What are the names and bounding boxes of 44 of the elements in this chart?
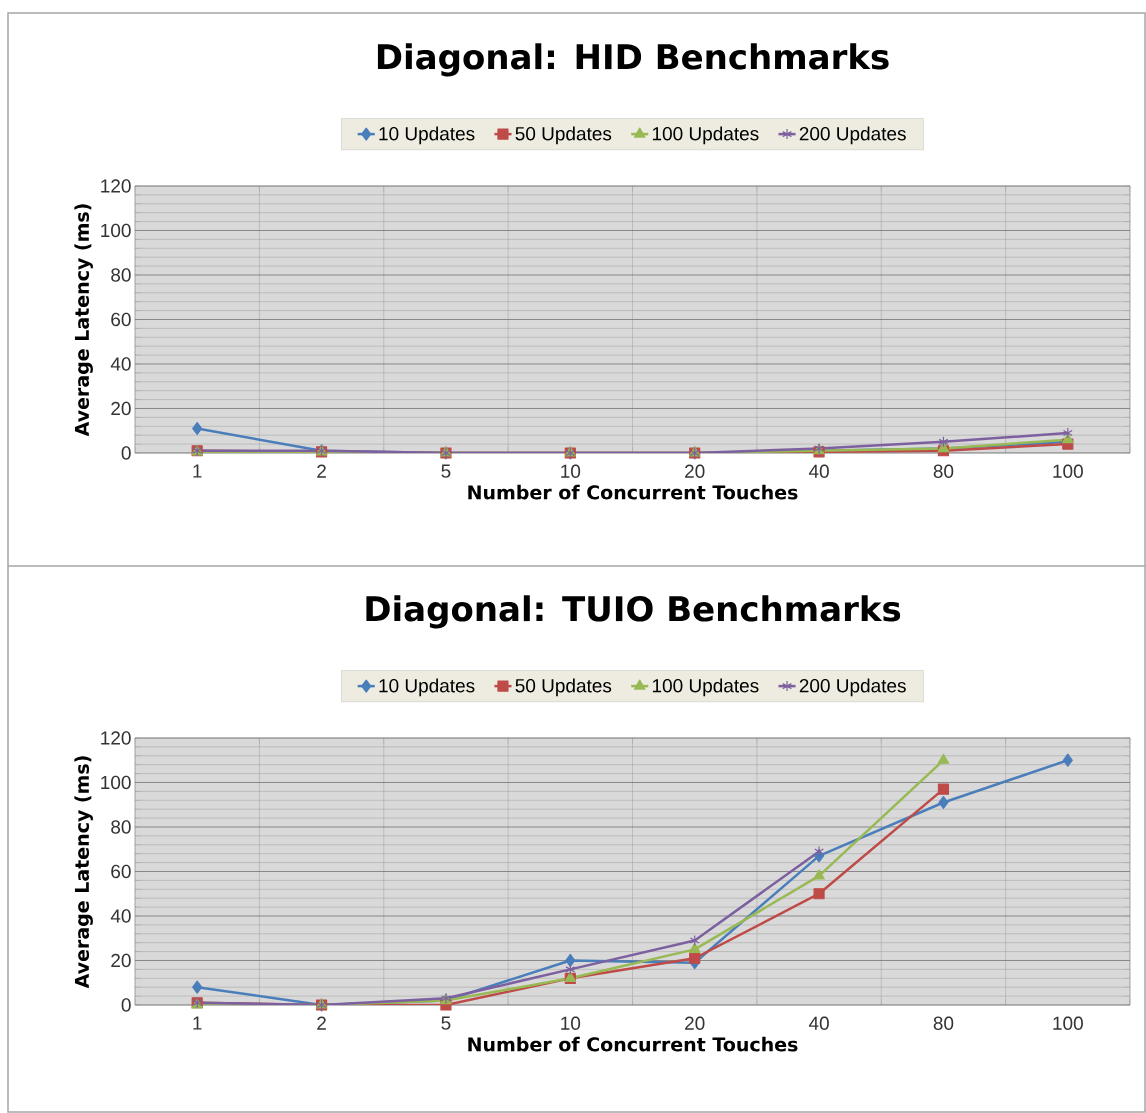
y-tick-label: 20 xyxy=(111,953,131,968)
y-tick-label: 40 xyxy=(110,357,131,371)
chart-title: Diagonal: TUIO Benchmarks xyxy=(366,595,901,629)
chart-title: Diagonal: HID Benchmarks xyxy=(377,43,889,77)
x-tick-label: 2 xyxy=(317,464,326,478)
legend-label: 50 Updates xyxy=(515,678,612,697)
y-tick-label: 0 xyxy=(121,446,131,460)
x-tick-label: 1 xyxy=(193,1016,202,1030)
y-tick-label: 80 xyxy=(111,268,131,282)
legend-label: 50 Updates xyxy=(515,126,612,145)
legend-label: 200 Updates xyxy=(799,678,906,697)
x-tick-label: 10 xyxy=(561,464,581,478)
y-tick-label: 60 xyxy=(111,312,131,327)
x-tick-label: 1 xyxy=(193,464,202,478)
x-tick-label: 100 xyxy=(1053,464,1083,478)
x-tick-label: 10 xyxy=(561,1016,581,1030)
legend-label: 10 Updates xyxy=(379,678,475,697)
x-tick-label: 20 xyxy=(685,1016,705,1030)
legend-label: 100 Updates xyxy=(652,678,759,697)
x-axis-title: Number of Concurrent Touches xyxy=(468,484,798,500)
legend-label: 10 Updates xyxy=(379,126,475,145)
x-tick-label: 40 xyxy=(808,1016,829,1030)
legend-label: 200 Updates xyxy=(799,126,906,145)
x-tick-label: 80 xyxy=(933,1016,954,1030)
y-tick-label: 60 xyxy=(111,864,131,879)
x-tick-label: 80 xyxy=(933,464,954,478)
y-tick-label: 120 xyxy=(101,179,131,193)
y-tick-label: 20 xyxy=(111,401,131,416)
y-tick-label: 100 xyxy=(101,223,131,238)
y-tick-label: 0 xyxy=(121,998,131,1012)
y-axis-title: Average Latency (ms) xyxy=(74,756,93,989)
x-tick-label: 20 xyxy=(685,464,705,478)
x-tick-label: 2 xyxy=(317,1016,326,1030)
y-tick-label: 80 xyxy=(111,820,131,834)
y-tick-label: 40 xyxy=(110,909,131,923)
x-tick-label: 5 xyxy=(441,1016,451,1030)
legend-label: 100 Updates xyxy=(652,126,759,145)
x-tick-label: 100 xyxy=(1053,1016,1083,1030)
y-tick-label: 120 xyxy=(101,731,131,745)
x-tick-label: 5 xyxy=(441,464,451,478)
x-tick-label: 40 xyxy=(808,464,829,478)
y-axis-title: Average Latency (ms) xyxy=(74,204,93,437)
y-tick-label: 100 xyxy=(101,775,131,790)
x-axis-title: Number of Concurrent Touches xyxy=(468,1036,798,1052)
